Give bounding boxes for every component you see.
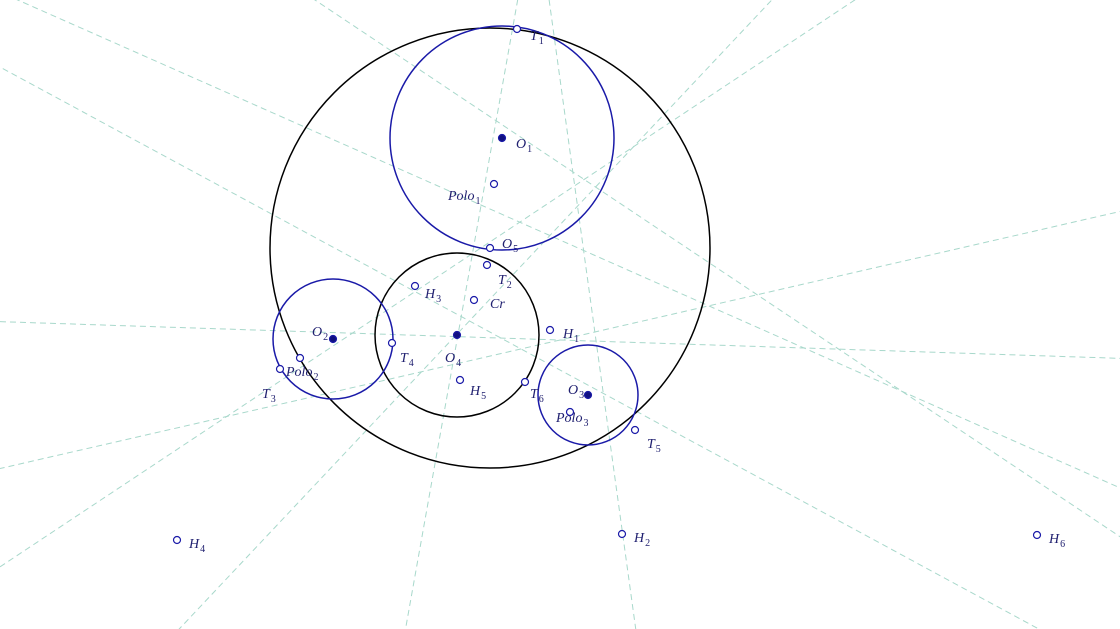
label-subscript: 1 bbox=[475, 196, 480, 207]
guide-line bbox=[270, 0, 1120, 570]
label-text: H bbox=[633, 531, 645, 546]
label-text: H bbox=[562, 327, 574, 342]
label-text: T bbox=[530, 387, 539, 402]
label-subscript: 2 bbox=[507, 280, 512, 291]
label-text: Polo bbox=[285, 365, 312, 380]
point-Cr bbox=[471, 297, 478, 304]
guide-line bbox=[0, 40, 1120, 629]
geometry-diagram: T1O1Polo1O5T2CrH3O4H1O2Polo2T4T3H5T6O3Po… bbox=[0, 0, 1120, 629]
label-O3: O3 bbox=[568, 383, 584, 401]
point-H5 bbox=[457, 377, 464, 384]
points-layer bbox=[174, 26, 1041, 544]
point-H2 bbox=[619, 531, 626, 538]
label-subscript: 5 bbox=[513, 244, 518, 255]
point-O4 bbox=[454, 332, 461, 339]
label-H3: H3 bbox=[424, 287, 441, 305]
label-subscript: 2 bbox=[323, 332, 328, 343]
label-subscript: 1 bbox=[574, 334, 579, 345]
label-subscript: 2 bbox=[645, 538, 650, 549]
point-O3 bbox=[585, 392, 592, 399]
label-H5: H5 bbox=[469, 384, 486, 402]
label-O1: O1 bbox=[516, 137, 532, 155]
label-text: H bbox=[424, 287, 436, 302]
label-H4: H4 bbox=[188, 537, 205, 555]
label-T4: T4 bbox=[400, 351, 414, 369]
label-subscript: 2 bbox=[313, 372, 318, 383]
label-text: T bbox=[647, 437, 656, 452]
point-T2 bbox=[484, 262, 491, 269]
label-H2: H2 bbox=[633, 531, 650, 549]
label-text: Polo bbox=[447, 189, 474, 204]
label-subscript: 3 bbox=[583, 418, 588, 429]
label-text: T bbox=[498, 273, 507, 288]
label-subscript: 3 bbox=[436, 294, 441, 305]
label-text: O bbox=[568, 383, 578, 398]
label-H6: H6 bbox=[1048, 532, 1065, 550]
point-H3 bbox=[412, 283, 419, 290]
label-subscript: 5 bbox=[656, 444, 661, 455]
point-Polo2 bbox=[297, 355, 304, 362]
label-text: T bbox=[262, 387, 271, 402]
guide-lines-layer bbox=[0, 0, 1120, 629]
point-T6 bbox=[522, 379, 529, 386]
label-text: H bbox=[1048, 532, 1060, 547]
label-text: H bbox=[188, 537, 200, 552]
point-O2 bbox=[330, 336, 337, 343]
guide-line bbox=[400, 0, 523, 629]
point-T5 bbox=[632, 427, 639, 434]
label-subscript: 4 bbox=[409, 358, 414, 369]
label-subscript: 1 bbox=[539, 36, 544, 47]
point-H4 bbox=[174, 537, 181, 544]
label-T1: T1 bbox=[530, 29, 544, 47]
point-H6 bbox=[1034, 532, 1041, 539]
label-text: T bbox=[530, 29, 539, 44]
label-text: O bbox=[312, 325, 322, 340]
label-O5: O5 bbox=[502, 237, 518, 255]
label-subscript: 5 bbox=[481, 391, 486, 402]
label-subscript: 4 bbox=[456, 358, 461, 369]
label-Polo1: Polo1 bbox=[447, 189, 480, 207]
label-text: Cr bbox=[490, 297, 505, 312]
label-subscript: 3 bbox=[271, 394, 276, 405]
point-T1 bbox=[514, 26, 521, 33]
label-text: O bbox=[445, 351, 455, 366]
label-text: O bbox=[516, 137, 526, 152]
label-subscript: 1 bbox=[527, 144, 532, 155]
guide-line bbox=[150, 0, 800, 629]
label-subscript: 6 bbox=[539, 394, 544, 405]
label-H1: H1 bbox=[562, 327, 579, 345]
label-text: T bbox=[400, 351, 409, 366]
point-O5 bbox=[487, 245, 494, 252]
label-T6: T6 bbox=[530, 387, 544, 405]
label-subscript: 3 bbox=[579, 390, 584, 401]
label-subscript: 6 bbox=[1060, 539, 1065, 550]
label-T3: T3 bbox=[262, 387, 276, 405]
label-Cr: Cr bbox=[490, 297, 505, 312]
point-Polo1 bbox=[491, 181, 498, 188]
label-O2: O2 bbox=[312, 325, 328, 343]
point-T3 bbox=[277, 366, 284, 373]
label-text: H bbox=[469, 384, 481, 399]
guide-line bbox=[0, 0, 1120, 510]
label-text: O bbox=[502, 237, 512, 252]
label-T5: T5 bbox=[647, 437, 661, 455]
point-H1 bbox=[547, 327, 554, 334]
label-Polo3: Polo3 bbox=[555, 411, 588, 429]
point-O1 bbox=[499, 135, 506, 142]
point-T4 bbox=[389, 340, 396, 347]
label-subscript: 4 bbox=[200, 544, 205, 555]
label-text: Polo bbox=[555, 411, 582, 426]
